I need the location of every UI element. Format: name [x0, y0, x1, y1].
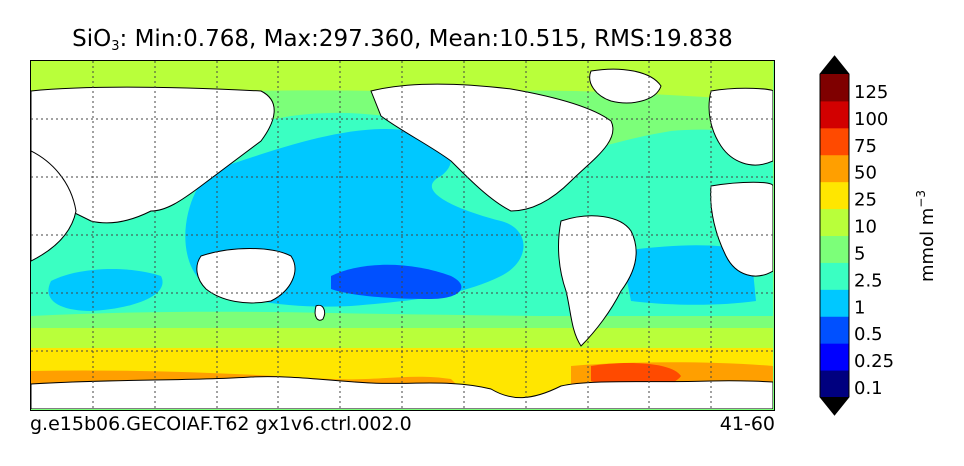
- europe: [708, 87, 773, 166]
- colorbar-tick-label: 10: [854, 217, 877, 238]
- colorbar-segment: [820, 370, 849, 398]
- colorbar-tick-label: 0.25: [854, 351, 894, 372]
- colorbar-tick-label: 25: [854, 190, 877, 211]
- africa-west: [710, 181, 773, 277]
- australia: [196, 248, 296, 304]
- year-range-caption: 41-60: [719, 413, 775, 435]
- colorbar-segment: [820, 289, 849, 317]
- atlantic-band-1-2p5: [621, 245, 756, 305]
- eurasia-west: [31, 86, 275, 224]
- colorbar-tick-label: 50: [854, 163, 877, 184]
- greenland: [589, 68, 662, 104]
- graticule: [31, 61, 773, 409]
- colorbar-segment: [820, 154, 849, 183]
- colorbar-frame: [819, 55, 850, 416]
- silicate-map: [30, 60, 775, 411]
- unit-exponent: −3: [914, 190, 928, 208]
- unit-base: mmol m: [917, 208, 938, 282]
- colorbar-segment: [820, 235, 849, 263]
- colorbar-tick-label: 125: [854, 82, 888, 103]
- colorbar-tick-label: 2.5: [854, 270, 883, 291]
- colorbar-segments: [820, 74, 849, 398]
- colorbar-segment: [820, 74, 849, 102]
- title-prefix: SiO: [72, 26, 112, 52]
- colorbar-extend-high: [820, 56, 849, 74]
- colorbar-unit: mmol m−3: [914, 190, 938, 282]
- south-pacific-band-0p5-1: [331, 264, 462, 299]
- colorbar-segment: [820, 100, 849, 129]
- colorbar-extend-low: [820, 397, 849, 415]
- colorbar-segment: [820, 181, 849, 210]
- colorbar-segment: [820, 127, 849, 156]
- colorbar-tick-label: 100: [854, 109, 888, 130]
- new-zealand: [314, 304, 326, 321]
- colorbar-segment: [820, 262, 849, 290]
- map-title: SiO3: Min:0.768, Max:297.360, Mean:10.51…: [30, 26, 775, 54]
- colorbar-tick-label: 0.5: [854, 324, 883, 345]
- colorbar-tick-label: 5: [854, 243, 865, 264]
- title-stats: : Min:0.768, Max:297.360, Mean:10.515, R…: [119, 26, 733, 52]
- colorbar-labels: 0.1 0.25 0.5 1 2.5 5 10 25 50 75 100 125: [854, 82, 894, 399]
- colorbar-segment: [820, 316, 849, 344]
- run-caption: g.e15b06.GECOIAF.T62 gx1v6.ctrl.002.0: [30, 413, 412, 435]
- colorbar-tick-label: 75: [854, 136, 877, 157]
- colorbar-segment: [820, 343, 849, 371]
- colorbar-tick-label: 1: [854, 297, 865, 318]
- north-america: [370, 83, 614, 212]
- colorbar-segment: [820, 208, 849, 236]
- title-subscript: 3: [111, 39, 120, 54]
- africa-east: [31, 150, 77, 262]
- south-america: [558, 215, 637, 347]
- colorbar: 0.1 0.25 0.5 1 2.5 5 10 25 50 75 100 125 mmol m−3: [819, 55, 938, 416]
- indian-band-1-2p5: [48, 269, 163, 311]
- map-canvas: [31, 61, 773, 409]
- colorbar-tick-label: 0.1: [854, 378, 883, 399]
